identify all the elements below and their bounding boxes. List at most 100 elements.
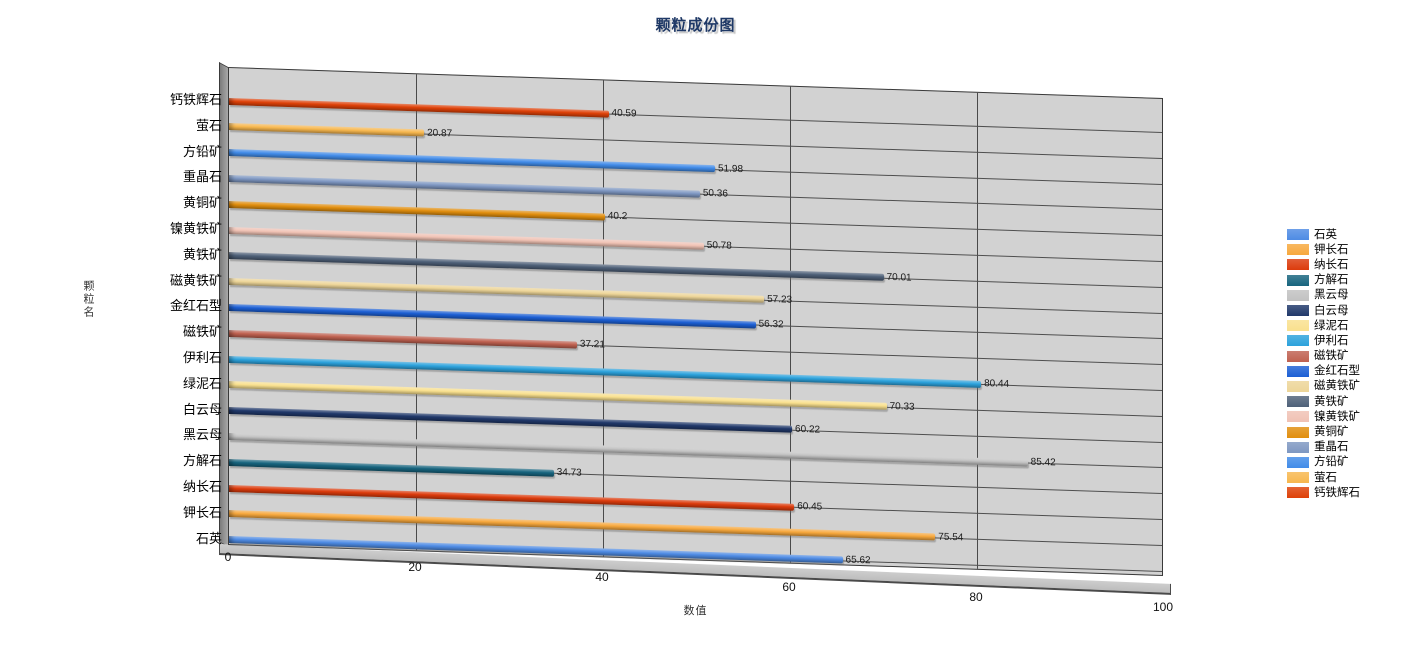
legend-label: 钙铁辉石: [1314, 486, 1360, 499]
category-label: 绿泥石: [182, 375, 222, 391]
bar: [229, 97, 609, 118]
category-label: 萤石: [195, 117, 222, 133]
bar-value-label: 56.32: [758, 318, 784, 331]
bar: [229, 226, 704, 250]
category-label: 黑云母: [182, 427, 222, 443]
legend-label: 绿泥石: [1314, 319, 1349, 332]
x-gridline: [977, 92, 978, 569]
bar: [229, 303, 756, 329]
legend-label: 钾长石: [1314, 243, 1349, 256]
x-gridline: [790, 86, 791, 563]
bar-value-label: 37.21: [579, 338, 605, 351]
bar-value-label: 65.62: [845, 554, 871, 566]
bar-value-label: 70.01: [886, 271, 912, 284]
legend-label: 伊利石: [1314, 334, 1349, 347]
legend-label: 白云母: [1314, 304, 1349, 317]
bar-value-label: 40.59: [611, 107, 637, 120]
legend-item: 绿泥石: [1287, 318, 1360, 333]
category-label: 重晶石: [182, 169, 222, 185]
legend-label: 金红石型: [1314, 365, 1360, 378]
category-label: 钙铁辉石: [169, 92, 222, 107]
legend-swatch: [1287, 289, 1309, 301]
x-tick-label: 0: [224, 550, 232, 564]
legend-label: 方铅矿: [1314, 456, 1349, 469]
bar-value-label: 57.23: [767, 293, 793, 306]
legend-item: 白云母: [1287, 303, 1360, 318]
legend-swatch: [1287, 426, 1309, 438]
legend-label: 重晶石: [1314, 441, 1349, 454]
bar-value-label: 50.78: [706, 239, 732, 252]
bar: [229, 458, 554, 477]
bar: [229, 252, 884, 282]
x-tick-label: 80: [969, 590, 983, 605]
legend-item: 金红石型: [1287, 364, 1360, 379]
bar: [229, 329, 577, 349]
legend-swatch: [1287, 350, 1309, 362]
category-label: 纳长石: [182, 479, 222, 494]
bar-value-label: 50.36: [702, 188, 728, 200]
bar: [229, 484, 795, 511]
category-label: 方解石: [182, 453, 222, 469]
bar-value-label: 60.45: [797, 500, 823, 513]
bar: [229, 407, 793, 433]
legend-item: 黑云母: [1287, 288, 1360, 303]
plot-area: 40.59 20.87 51.98 50.36 40.2 50.78 70.01 57.23 5…: [228, 67, 1163, 577]
bar: [229, 123, 425, 137]
category-label: 镍黄铁矿: [169, 221, 222, 236]
x-tick-label: 100: [1152, 600, 1174, 615]
legend-label: 纳长石: [1314, 258, 1349, 271]
x-tick-label: 40: [595, 570, 609, 585]
y-axis-title: 颗粒名: [82, 280, 94, 319]
bar: [229, 432, 1028, 467]
x-axis-title: 数值: [683, 605, 708, 617]
legend-label: 方解石: [1314, 274, 1349, 287]
legend-label: 黑云母: [1314, 289, 1349, 302]
category-label: 方铅矿: [182, 143, 222, 159]
legend-swatch: [1287, 229, 1309, 241]
category-label: 磁黄铁矿: [169, 272, 222, 288]
chart-title: 颗粒成份图: [655, 17, 736, 34]
legend-item: 石英: [1287, 227, 1360, 242]
legend: 石英 钾长石纳长石方解石黑云母白云母绿泥石伊利石磁铁矿金红石型磁黄铁矿黄铁矿镍黄铁…: [1287, 227, 1360, 500]
legend-swatch: [1287, 472, 1309, 484]
x-tick-label: 60: [782, 580, 796, 595]
legend-item: 纳长石: [1287, 257, 1360, 272]
bar-value-label: 75.54: [938, 531, 964, 544]
bar: [229, 381, 887, 411]
legend-swatch: [1287, 411, 1309, 423]
legend-swatch: [1287, 396, 1309, 408]
legend-label: 磁黄铁矿: [1314, 380, 1360, 393]
legend-item: 钾长石: [1287, 242, 1360, 257]
bar: [229, 355, 982, 388]
legend-item: 方铅矿: [1287, 455, 1360, 470]
legend-item: 萤石: [1287, 470, 1360, 485]
legend-item: 磁铁矿: [1287, 349, 1360, 364]
legend-swatch: [1287, 441, 1309, 453]
bar-value-label: 34.73: [556, 467, 582, 479]
legend-swatch: [1287, 305, 1309, 317]
legend-item: 伊利石: [1287, 333, 1360, 348]
legend-swatch: [1287, 274, 1309, 286]
category-label: 金红石型: [169, 298, 222, 314]
legend-label: 镍黄铁矿: [1314, 410, 1360, 423]
legend-label: 磁铁矿: [1314, 350, 1349, 363]
category-label: 钾长石: [182, 504, 222, 520]
legend-item: 磁黄铁矿: [1287, 379, 1360, 394]
bar-value-label: 20.87: [427, 127, 453, 140]
legend-swatch: [1287, 487, 1309, 499]
category-label: 白云母: [182, 401, 222, 417]
legend-swatch: [1287, 456, 1309, 468]
category-label: 石英: [195, 530, 222, 546]
bar-value-label: 80.44: [984, 378, 1010, 390]
bar: [229, 278, 765, 303]
legend-item: 钙铁辉石: [1287, 485, 1360, 500]
legend-item: 黄铜矿: [1287, 424, 1360, 439]
legend-label: 黄铁矿: [1314, 395, 1349, 408]
legend-item: 黄铁矿: [1287, 394, 1360, 409]
legend-swatch: [1287, 335, 1309, 347]
bar-value-label: 51.98: [718, 162, 744, 175]
legend-swatch: [1287, 380, 1309, 392]
category-label: 磁铁矿: [182, 324, 222, 340]
category-label: 伊利石: [182, 350, 222, 365]
